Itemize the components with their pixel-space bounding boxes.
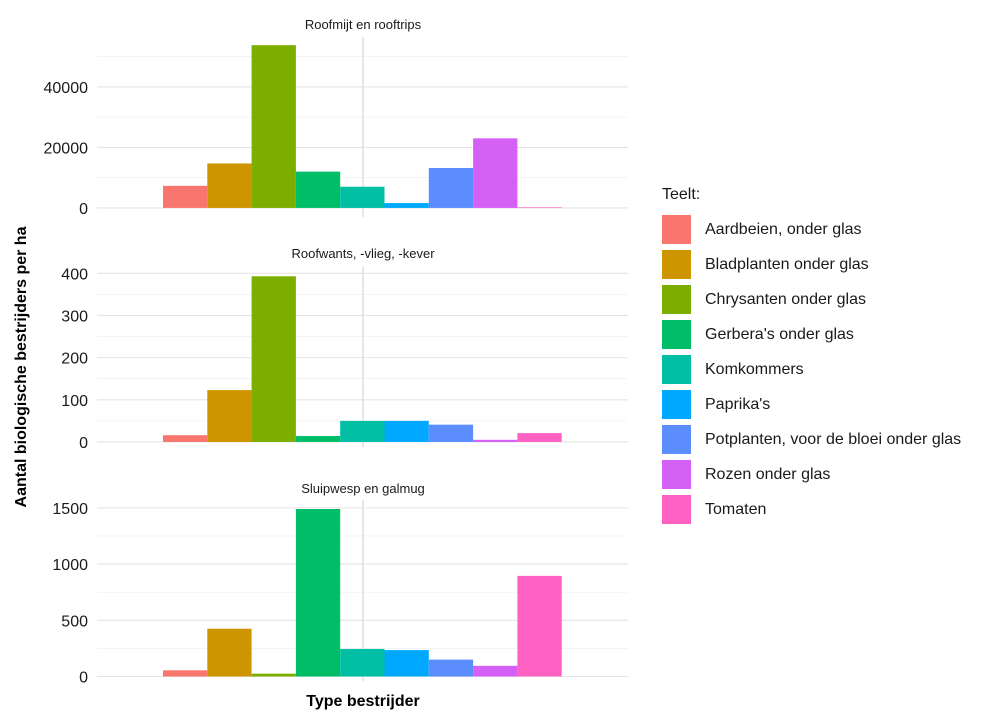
legend-label: Komkommers [705,360,804,378]
legend-label: Aardbeien, onder glas [705,220,862,238]
bar [251,45,296,208]
y-tick-label: 200 [61,351,88,368]
panel-title: Roofwants, -vlieg, -kever [291,246,435,261]
y-tick-label: 400 [61,266,88,283]
bar [384,650,429,677]
bar [384,203,429,208]
bar [473,439,518,442]
legend-items: Aardbeien, onder glas Bladplanten onder g… [662,212,961,527]
legend-key [662,250,691,279]
legend-key [662,285,691,314]
legend-key [662,355,691,384]
legend-label: Gerbera's onder glas [705,325,854,343]
legend-label: Chrysanten onder glas [705,290,866,308]
x-axis-label: Type bestrijder [306,693,420,710]
bar [295,508,341,677]
y-axis-label: Aantal biologische bestrijders per ha [13,226,30,507]
y-tick-label: 40000 [44,80,89,97]
legend-title: Teelt: [662,186,701,203]
bar [428,659,474,677]
legend: Teelt: Aardbeien, onder glas Bladplanten … [662,186,961,527]
bar [163,670,208,677]
bar [207,628,252,677]
panel-2: 0 100 200 300 400 Roofwants, -vlieg, -kever [61,246,628,452]
bar [207,390,252,442]
legend-key [662,320,691,349]
y-tick-label: 1000 [52,557,88,574]
panel-1: 0 20000 40000 Roofmijt en rooftrips [44,17,628,218]
bar [517,433,562,442]
bar [163,435,208,442]
bar [428,424,474,442]
bar [295,171,341,208]
bar [517,575,562,677]
bar [163,185,208,208]
legend-label: Potplanten, voor de bloei onder glas [705,430,962,448]
bar [340,648,385,677]
panels: 0 20000 40000 Roofmijt en rooftrips 0 100 200 3… [44,17,628,687]
bar [207,163,252,208]
legend-label: Paprika's [705,395,771,413]
bar [340,420,385,442]
legend-item: Paprika's [662,387,961,422]
y-tick-label: 100 [61,393,88,410]
legend-key [662,215,691,244]
bar [473,138,518,208]
bar [384,420,429,442]
legend-item: Bladplanten onder glas [662,247,961,282]
bar [473,665,518,677]
y-tick-label: 0 [79,201,88,218]
legend-item: Tomaten [662,492,961,527]
bar [517,207,562,208]
legend-item: Aardbeien, onder glas [662,212,961,247]
bar [340,186,385,208]
legend-key [662,460,691,489]
y-tick-label: 20000 [44,140,89,157]
legend-item: Komkommers [662,352,961,387]
y-tick-label: 0 [79,670,88,687]
legend-item: Gerbera's onder glas [662,317,961,352]
legend-item: Chrysanten onder glas [662,282,961,317]
panel-title: Sluipwesp en galmug [301,481,425,496]
legend-key [662,390,691,419]
legend-key [662,495,691,524]
bar [251,673,296,677]
bar [251,276,296,442]
y-tick-label: 500 [61,613,88,630]
legend-label: Bladplanten onder glas [705,255,869,273]
legend-label: Rozen onder glas [705,465,831,483]
legend-key [662,425,691,454]
legend-item: Potplanten, voor de bloei onder glas [662,422,961,457]
bar [295,436,341,442]
y-tick-label: 1500 [52,501,88,518]
legend-label: Tomaten [705,500,767,518]
bar [428,167,474,208]
y-tick-label: 0 [79,435,88,452]
panel-3: 0 500 1000 1500 Sluipwesp en galmug [52,481,628,687]
legend-item: Rozen onder glas [662,457,961,492]
y-tick-label: 300 [61,308,88,325]
panel-title: Roofmijt en rooftrips [305,17,422,32]
